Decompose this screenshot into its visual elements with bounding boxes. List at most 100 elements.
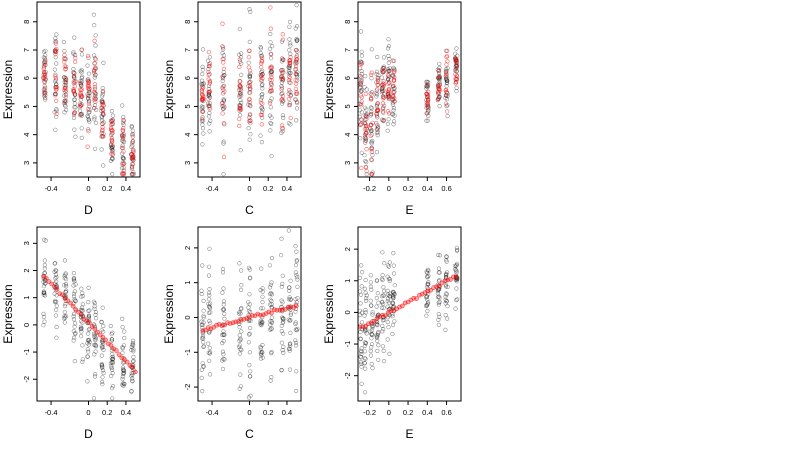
observed-point [220, 290, 225, 295]
observed-point [86, 117, 91, 122]
y-tick-label: 8 [22, 20, 31, 24]
observed-point [380, 277, 385, 283]
observed-point [93, 338, 98, 343]
observed-point [42, 281, 48, 286]
fitted-point [237, 93, 243, 98]
observed-point [220, 358, 225, 363]
observed-point [221, 307, 226, 312]
fitted-point [288, 75, 293, 81]
y-tick-label: 5 [183, 104, 192, 108]
observed-point [73, 134, 78, 139]
observed-point [369, 129, 374, 134]
observed-point [426, 300, 431, 305]
observed-point [444, 68, 449, 73]
observed-point [222, 73, 227, 78]
observed-point [258, 344, 263, 350]
fitted-point [130, 162, 136, 167]
fitted-point [381, 66, 386, 71]
fitted-point [63, 94, 69, 100]
observed-point [109, 338, 114, 344]
observed-point [258, 97, 263, 102]
fitted-point [99, 106, 104, 111]
observed-point [294, 369, 299, 374]
observed-point [79, 126, 84, 131]
fitted-point [93, 57, 98, 62]
observed-point [269, 115, 274, 120]
observed-point [237, 343, 242, 348]
observed-point [199, 288, 204, 293]
observed-point [280, 129, 285, 134]
observed-point [369, 345, 374, 350]
fitted-point [79, 312, 84, 317]
observed-point [293, 338, 298, 343]
observed-point [72, 279, 77, 284]
fitted-point [390, 58, 396, 63]
observed-point [207, 330, 212, 335]
observed-point [424, 294, 429, 299]
observed-point [129, 389, 134, 394]
observed-point [208, 118, 213, 123]
fitted-point [425, 94, 430, 99]
observed-point [79, 83, 84, 88]
y-tick-label: 3 [183, 161, 192, 165]
observed-point [93, 312, 98, 318]
observed-point [359, 364, 364, 369]
x-tick-label: 0.2 [263, 408, 273, 417]
observed-point [294, 106, 300, 111]
observed-point [381, 348, 386, 354]
observed-point [71, 271, 76, 276]
observed-point [109, 367, 115, 372]
observed-point [374, 278, 380, 283]
fitted-point [453, 76, 458, 81]
observed-point [390, 322, 396, 328]
observed-point [385, 320, 390, 325]
observed-point [42, 290, 47, 296]
fitted-point [77, 112, 83, 118]
observed-point [110, 152, 115, 157]
observed-point [359, 320, 365, 325]
observed-point [293, 309, 298, 314]
observed-point [247, 331, 252, 336]
y-tick-label: 3 [22, 161, 31, 165]
observed-point [246, 395, 251, 400]
observed-point [220, 270, 226, 275]
observed-point [368, 128, 374, 133]
observed-point [43, 48, 48, 53]
observed-point [54, 61, 59, 66]
observed-point [364, 111, 369, 117]
observed-point [41, 311, 46, 317]
fitted-point [247, 97, 252, 102]
fitted-point [269, 310, 274, 316]
observed-point [426, 268, 431, 273]
observed-point [238, 306, 244, 312]
fitted-point [63, 75, 68, 81]
observed-point [85, 338, 91, 343]
observed-point [280, 101, 285, 106]
observed-point [120, 365, 126, 370]
observed-point [376, 343, 381, 348]
observed-point [455, 261, 460, 266]
observed-point [109, 146, 115, 151]
observed-point [268, 322, 273, 328]
fitted-point [221, 60, 226, 65]
observed-point [268, 98, 273, 104]
data-points [357, 245, 460, 395]
fitted-point [121, 168, 127, 173]
observed-point [92, 115, 97, 120]
observed-point [437, 299, 442, 305]
observed-point [269, 304, 274, 310]
observed-point [71, 276, 77, 281]
observed-point [281, 331, 286, 336]
fitted-point [101, 102, 106, 107]
observed-point [374, 319, 379, 324]
observed-point [207, 351, 212, 356]
observed-point [288, 312, 293, 318]
fitted-point [101, 134, 106, 139]
observed-point [364, 293, 369, 298]
observed-point [424, 303, 429, 309]
observed-point [281, 319, 286, 324]
observed-point [425, 301, 431, 307]
observed-point [357, 275, 363, 281]
observed-point [207, 305, 212, 310]
